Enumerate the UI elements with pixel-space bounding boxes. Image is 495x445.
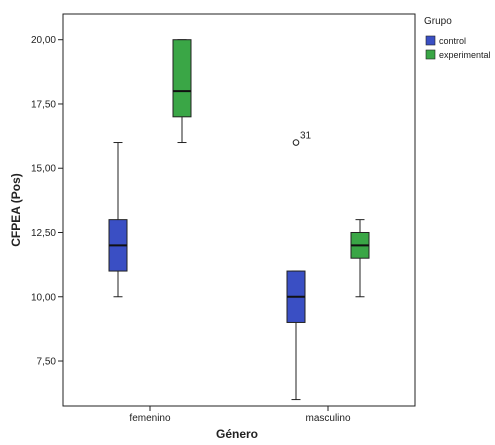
legend-swatch-control (425, 35, 436, 46)
legend: Grupo control experimental (424, 16, 491, 60)
outlier-label-control-masculino: 31 (300, 131, 312, 142)
x-tick-label: femenino (129, 413, 171, 424)
y-tick-label: 17,50 (31, 99, 56, 110)
legend-label-experimental: experimental (439, 50, 491, 60)
y-axis-title: CFPEA (Pos) (9, 173, 23, 247)
legend-title: Grupo (424, 16, 452, 27)
y-tick-label: 7,50 (37, 357, 57, 368)
x-axis: femenino masculino (129, 406, 351, 424)
y-axis: 7,50 10,00 12,50 15,00 17,50 20,00 (31, 35, 63, 368)
outlier-control-masculino (292, 139, 300, 146)
box-experimental-femenino (172, 39, 192, 118)
legend-label-control: control (439, 36, 466, 46)
x-tick-label: masculino (305, 413, 350, 424)
y-tick-label: 20,00 (31, 35, 56, 46)
y-tick-label: 15,00 (31, 164, 56, 175)
y-tick-label: 12,50 (31, 228, 56, 239)
x-axis-title: Género (216, 427, 258, 441)
box-group: 31 (108, 39, 370, 401)
plot-area (62, 13, 416, 407)
y-tick-label: 10,00 (31, 292, 56, 303)
legend-swatch-experimental (425, 49, 436, 60)
